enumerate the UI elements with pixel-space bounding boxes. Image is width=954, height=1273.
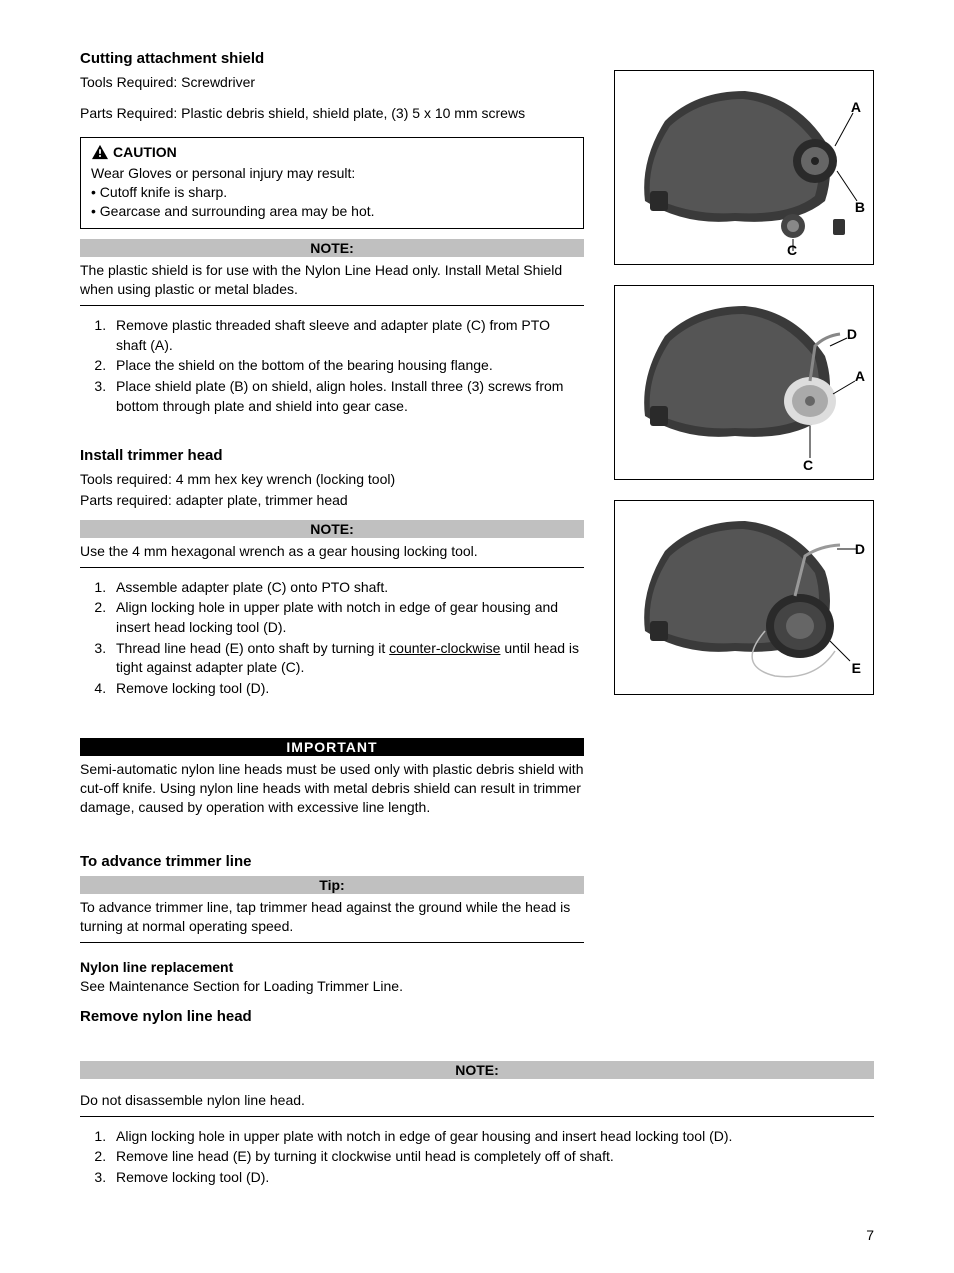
- note2-body: Use the 4 mm hexagonal wrench as a gear …: [80, 538, 584, 568]
- fig1-label-a: A: [851, 99, 861, 115]
- section3-heading: To advance trimmer line: [80, 853, 584, 870]
- figure-2-svg: [615, 286, 873, 479]
- nylon-heading: Nylon line replacement: [80, 959, 584, 975]
- steps3-item: Remove locking tool (D).: [110, 1168, 874, 1188]
- note1-label: NOTE:: [80, 239, 584, 257]
- steps1-list: Remove plastic threaded shaft sleeve and…: [80, 316, 584, 416]
- warning-icon: [91, 144, 109, 160]
- steps3-item: Align locking hole in upper plate with n…: [110, 1127, 874, 1147]
- section2-parts: Parts required: adapter plate, trimmer h…: [80, 491, 584, 510]
- steps1-item: Place shield plate (B) on shield, align …: [110, 377, 584, 416]
- caution-box: CAUTION Wear Gloves or personal injury m…: [80, 137, 584, 230]
- caution-body: Wear Gloves or personal injury may resul…: [91, 164, 573, 221]
- section4-heading: Remove nylon line head: [80, 1008, 584, 1025]
- note2-label: NOTE:: [80, 520, 584, 538]
- steps3-item: Remove line head (E) by turning it clock…: [110, 1147, 874, 1167]
- figure-1-svg: [615, 71, 873, 264]
- section1-parts: Parts Required: Plastic debris shield, s…: [80, 104, 584, 123]
- steps2-item: Thread line head (E) onto shaft by turni…: [110, 639, 584, 678]
- figures-column: A B C D A C: [614, 50, 874, 1031]
- fig3-label-d: D: [855, 541, 865, 557]
- caution-title: CAUTION: [91, 144, 573, 160]
- fig1-label-c: C: [787, 242, 797, 258]
- steps2-item: Align locking hole in upper plate with n…: [110, 598, 584, 637]
- caution-label: CAUTION: [113, 144, 177, 160]
- steps2-item: Assemble adapter plate (C) onto PTO shaf…: [110, 578, 584, 598]
- steps2-item: Remove locking tool (D).: [110, 679, 584, 699]
- note3-body: Do not disassemble nylon line head.: [80, 1087, 874, 1117]
- important-label: IMPORTANT: [80, 738, 584, 756]
- section2-heading: Install trimmer head: [80, 447, 584, 464]
- figure-1: A B C: [614, 70, 874, 265]
- fig2-label-a: A: [855, 368, 865, 384]
- fig3-label-e: E: [852, 660, 861, 676]
- full-width-section: NOTE: Do not disassemble nylon line head…: [80, 1061, 874, 1188]
- page-number: 7: [80, 1227, 874, 1243]
- steps1-item: Remove plastic threaded shaft sleeve and…: [110, 316, 584, 355]
- figure-3-svg: [615, 501, 873, 694]
- tip-body: To advance trimmer line, tap trimmer hea…: [80, 894, 584, 943]
- nylon-body: See Maintenance Section for Loading Trim…: [80, 977, 584, 996]
- section1-heading: Cutting attachment shield: [80, 50, 584, 67]
- figure-2: D A C: [614, 285, 874, 480]
- caution-line1: Wear Gloves or personal injury may resul…: [91, 164, 573, 183]
- steps1-item: Place the shield on the bottom of the be…: [110, 356, 584, 376]
- note3-label: NOTE:: [80, 1061, 874, 1079]
- steps2-list: Assemble adapter plate (C) onto PTO shaf…: [80, 578, 584, 699]
- fig2-label-d: D: [847, 326, 857, 342]
- note1-body: The plastic shield is for use with the N…: [80, 257, 584, 306]
- steps3-list: Align locking hole in upper plate with n…: [80, 1127, 874, 1188]
- caution-bullet1: • Cutoff knife is sharp.: [91, 183, 573, 202]
- section2-tools: Tools required: 4 mm hex key wrench (loc…: [80, 470, 584, 489]
- important-body: Semi-automatic nylon line heads must be …: [80, 756, 584, 823]
- main-text-column: Cutting attachment shield Tools Required…: [80, 50, 584, 1031]
- caution-bullet2: • Gearcase and surrounding area may be h…: [91, 202, 573, 221]
- fig1-label-b: B: [855, 199, 865, 215]
- section1-tools: Tools Required: Screwdriver: [80, 73, 584, 92]
- figure-3: D E: [614, 500, 874, 695]
- tip-label: Tip:: [80, 876, 584, 894]
- fig2-label-c: C: [803, 457, 813, 473]
